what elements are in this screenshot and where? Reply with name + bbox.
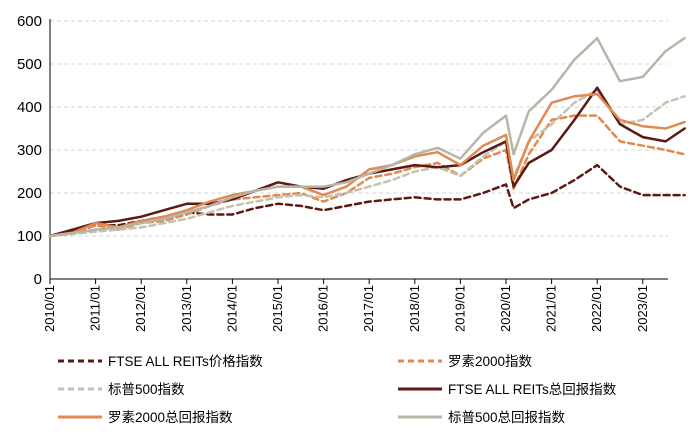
x-tick-label: 2010/01 [42, 285, 57, 332]
y-tick-label: 300 [17, 142, 42, 159]
x-tick-label: 2017/01 [361, 285, 376, 332]
y-tick-label: 100 [17, 228, 42, 245]
series-line-4 [48, 86, 686, 238]
x-tick-label: 2011/01 [88, 285, 103, 331]
series-line-6 [48, 36, 686, 238]
legend-label-6: 标普500总回报指数 [448, 410, 566, 425]
y-tick-label: 0 [34, 271, 42, 288]
x-tick-label: 2020/01 [498, 285, 513, 332]
series-line-3 [48, 88, 686, 238]
x-tick-label: 2016/01 [316, 285, 331, 332]
x-tick-label: 2018/01 [407, 285, 422, 332]
legend-label-3: 标普500指数 [108, 382, 185, 397]
legend-label-5: 罗素2000总回报指数 [108, 410, 233, 425]
y-tick-label: 400 [17, 99, 42, 116]
x-tick-label: 2012/01 [133, 285, 148, 332]
x-tick-label: 2014/01 [224, 285, 239, 332]
legend-label-1: FTSE ALL REITs价格指数 [108, 354, 263, 369]
x-tick-label: 2019/01 [452, 285, 467, 332]
x-tick-label: 2021/01 [544, 285, 559, 332]
x-tick-label: 2015/01 [270, 285, 285, 332]
legend-label-4: FTSE ALL REITs总回报指数 [448, 382, 617, 397]
series-line-5 [48, 92, 686, 238]
y-tick-label: 500 [17, 56, 42, 73]
x-tick-label: 2023/01 [635, 285, 650, 332]
legend-label-2: 罗素2000指数 [448, 354, 533, 369]
x-tick-label: 2013/01 [179, 285, 194, 332]
y-tick-label: 200 [17, 185, 42, 202]
y-tick-label: 600 [17, 13, 42, 30]
x-tick-label: 2022/01 [589, 285, 604, 332]
series-line-2 [48, 114, 686, 238]
